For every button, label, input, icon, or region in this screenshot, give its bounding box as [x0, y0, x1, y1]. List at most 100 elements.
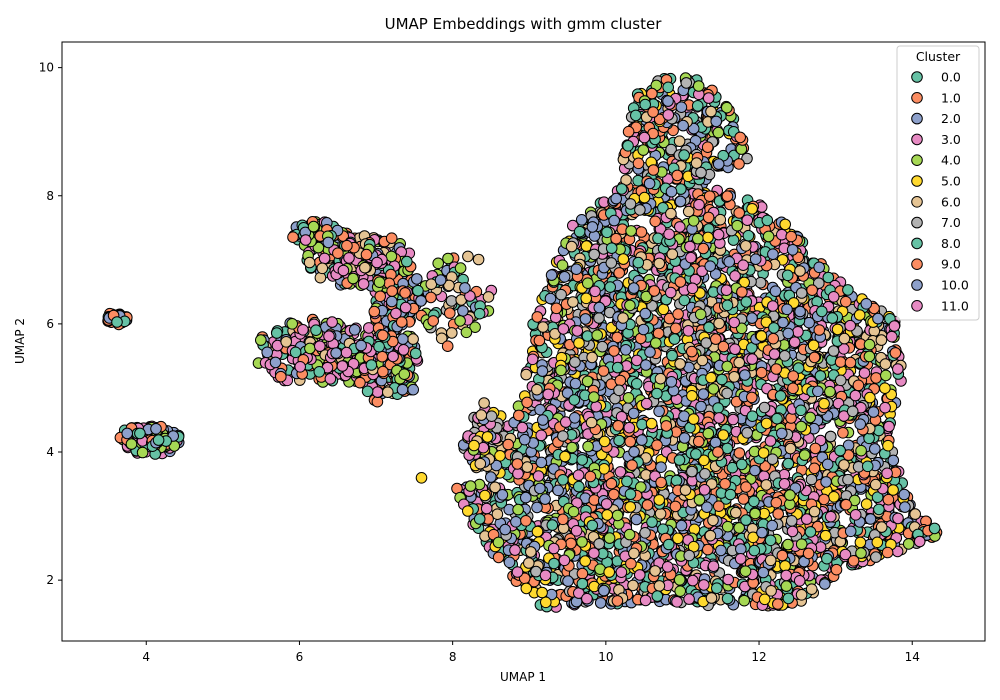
data-point: [363, 322, 375, 334]
data-point: [646, 516, 658, 528]
data-point: [478, 397, 490, 409]
data-point: [714, 213, 727, 226]
data-point: [721, 592, 734, 605]
data-point: [721, 360, 734, 373]
data-point: [855, 444, 867, 457]
data-point: [824, 385, 836, 398]
data-point: [565, 537, 577, 550]
data-point: [573, 480, 585, 493]
data-point: [531, 311, 544, 323]
data-point: [795, 589, 808, 601]
data-point: [899, 501, 911, 513]
scatter-points: [102, 72, 943, 613]
data-point: [485, 471, 497, 483]
data-point: [678, 294, 691, 307]
data-point: [634, 569, 646, 581]
data-point: [739, 369, 751, 381]
data-point: [371, 386, 384, 398]
data-point: [581, 375, 594, 388]
data-point: [462, 250, 474, 263]
data-point: [670, 474, 683, 487]
data-point: [721, 387, 733, 400]
data-point: [435, 332, 448, 345]
data-point: [442, 252, 454, 265]
data-point: [371, 395, 384, 408]
data-point: [687, 574, 699, 587]
data-point: [472, 253, 485, 266]
data-point: [707, 514, 719, 527]
data-point: [768, 348, 781, 360]
data-point: [286, 318, 299, 330]
data-point: [622, 125, 635, 138]
data-point: [652, 327, 665, 340]
data-point: [136, 446, 149, 459]
data-point: [727, 234, 740, 246]
data-point: [792, 326, 804, 338]
data-point: [795, 538, 808, 551]
data-point: [593, 538, 606, 550]
data-point: [712, 158, 725, 170]
data-point: [397, 333, 409, 345]
data-point: [558, 271, 571, 283]
data-point: [716, 373, 728, 386]
data-point: [849, 389, 862, 402]
data-point: [482, 291, 495, 303]
data-point: [728, 371, 741, 383]
data-point: [639, 527, 651, 539]
data-point: [740, 240, 752, 252]
data-point: [614, 466, 627, 478]
data-point: [557, 513, 569, 526]
data-point: [824, 430, 837, 443]
data-point: [779, 350, 791, 362]
data-point: [520, 368, 533, 381]
data-point: [703, 321, 715, 334]
data-point: [415, 472, 428, 484]
data-point: [441, 340, 454, 353]
data-point: [769, 285, 782, 298]
data-point: [707, 560, 720, 573]
data-point: [594, 597, 607, 609]
data-point: [608, 345, 620, 357]
chart-title: UMAP Embeddings with gmm cluster: [385, 15, 663, 33]
data-point: [608, 488, 620, 501]
data-point: [813, 324, 826, 336]
data-point: [562, 575, 574, 587]
data-point: [525, 546, 537, 558]
data-point: [674, 585, 687, 598]
data-point: [624, 299, 636, 312]
data-point: [776, 549, 789, 562]
data-point: [805, 583, 818, 596]
data-point: [682, 325, 695, 337]
data-point: [601, 226, 613, 239]
data-point: [548, 557, 560, 570]
data-point: [772, 508, 785, 520]
data-point: [462, 505, 474, 517]
data-point: [825, 510, 837, 523]
data-point: [407, 383, 420, 396]
data-point: [749, 464, 761, 477]
data-point: [653, 580, 666, 592]
data-point: [721, 520, 734, 533]
data-point: [361, 385, 374, 398]
data-point: [480, 502, 493, 515]
data-point: [615, 566, 628, 579]
data-point: [540, 596, 552, 609]
data-point: [730, 506, 742, 519]
data-point: [886, 330, 898, 343]
data-point: [778, 478, 791, 490]
data-point: [697, 242, 710, 255]
data-point: [674, 195, 687, 208]
data-point: [794, 265, 806, 277]
data-point: [496, 489, 509, 501]
data-point: [531, 383, 543, 396]
data-point: [396, 383, 409, 396]
data-point: [565, 240, 578, 253]
data-point: [573, 225, 586, 238]
data-point: [686, 390, 698, 402]
data-point: [764, 534, 777, 547]
data-point: [746, 410, 759, 423]
data-point: [672, 532, 684, 545]
data-point: [637, 144, 650, 156]
data-point: [520, 491, 532, 504]
data-point: [634, 204, 646, 216]
